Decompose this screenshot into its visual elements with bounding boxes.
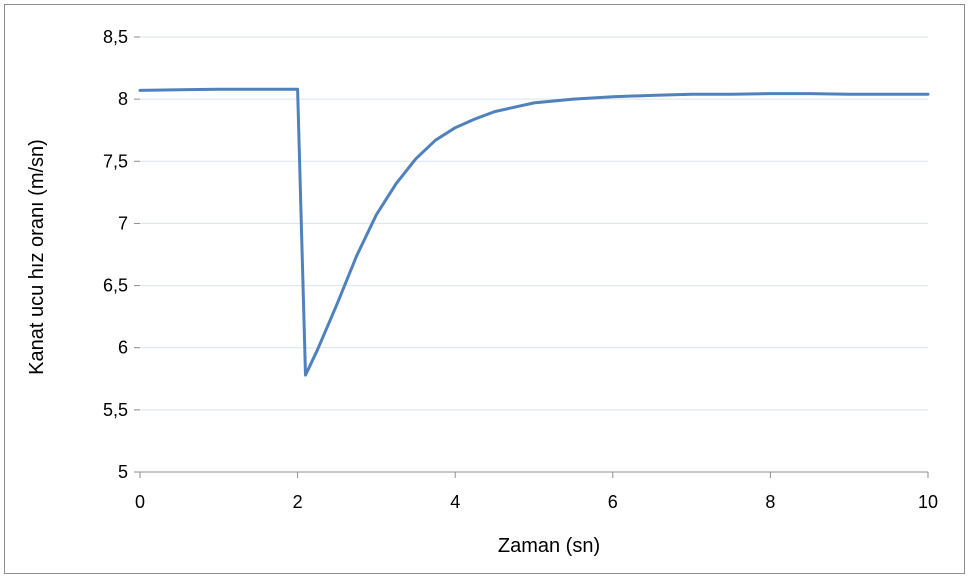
x-axis-ticks: 0 2 4 6 8 10 bbox=[135, 472, 938, 512]
grid-lines bbox=[140, 36, 928, 411]
x-axis-title: Zaman (sn) bbox=[498, 535, 600, 557]
y-tick-label: 6,5 bbox=[103, 276, 128, 296]
y-axis-ticks: 5 5,5 6 6,5 7 7,5 8 8,5 bbox=[103, 27, 140, 482]
y-tick-label: 5,5 bbox=[103, 400, 128, 420]
x-tick-label: 2 bbox=[293, 492, 303, 512]
x-tick-label: 8 bbox=[765, 492, 775, 512]
y-tick-label: 8 bbox=[118, 89, 128, 109]
x-tick-label: 4 bbox=[450, 492, 460, 512]
x-tick-label: 0 bbox=[135, 492, 145, 512]
x-tick-label: 10 bbox=[918, 492, 938, 512]
x-tick-label: 6 bbox=[608, 492, 618, 512]
y-tick-label: 6 bbox=[118, 338, 128, 358]
y-tick-label: 7,5 bbox=[103, 151, 128, 171]
y-tick-label: 8,5 bbox=[103, 27, 128, 47]
y-tick-label: 5 bbox=[118, 462, 128, 482]
y-tick-label: 7 bbox=[118, 213, 128, 233]
series-line bbox=[138, 87, 930, 377]
y-axis-title: Kanat ucu hız oranı (m/sn) bbox=[26, 139, 48, 375]
